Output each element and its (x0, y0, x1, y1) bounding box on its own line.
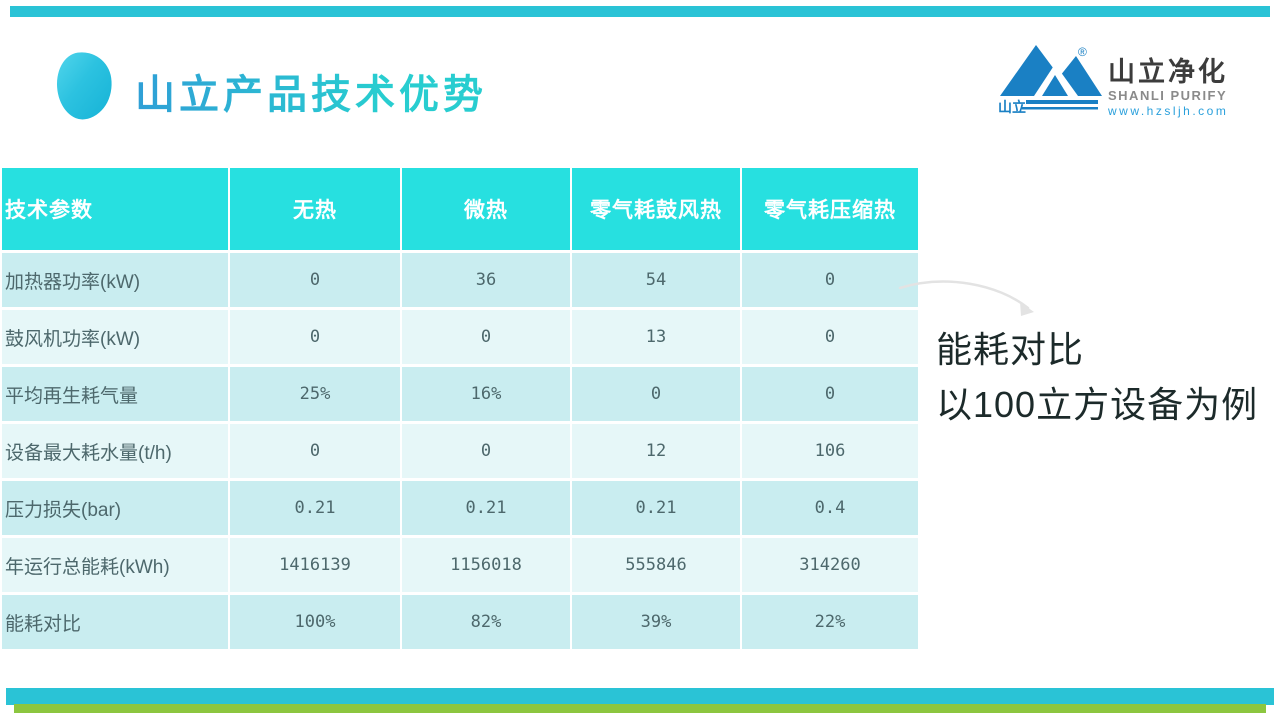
column-header: 零气耗压缩热 (742, 168, 918, 250)
table-cell: 0 (742, 310, 918, 364)
table-cell: 106 (742, 424, 918, 478)
bottom-accent-bar-teal (6, 688, 1274, 705)
table-cell: 12 (572, 424, 740, 478)
decorative-blob (52, 48, 117, 123)
page-title: 山立产品技术优势 (135, 62, 487, 120)
table-cell: 25% (230, 367, 400, 421)
table-cell: 314260 (742, 538, 918, 592)
row-label: 年运行总能耗(kWh) (2, 538, 228, 592)
parameter-table: 技术参数 无热 微热 零气耗鼓风热 零气耗压缩热 加热器功率(kW) 0 36 … (2, 168, 918, 649)
table-cell: 0 (230, 253, 400, 307)
table-cell: 0.21 (230, 481, 400, 535)
table-cell: 0.4 (742, 481, 918, 535)
row-label: 设备最大耗水量(t/h) (2, 424, 228, 478)
logo-text-block: 山立净化 SHANLI PURIFY www.hzsljh.com (1108, 58, 1228, 118)
table-cell: 13 (572, 310, 740, 364)
logo-company-name-cn: 山立净化 (1108, 57, 1228, 87)
mountain-logo-icon: 山立 ® (998, 45, 1102, 115)
table-cell: 0 (402, 424, 570, 478)
table-cell: 100% (230, 595, 400, 649)
column-header: 微热 (402, 168, 570, 250)
table-cell: 0 (742, 367, 918, 421)
annotation-line-2: 以100立方设备为例 (936, 384, 1259, 425)
table-cell: 1156018 (402, 538, 570, 592)
table-cell: 0.21 (572, 481, 740, 535)
row-label: 鼓风机功率(kW) (2, 310, 228, 364)
company-logo: 山立 ® 山立净化 SHANLI PURIFY www.hzsljh.com (992, 42, 1228, 118)
column-header: 零气耗鼓风热 (572, 168, 740, 250)
top-accent-bar (10, 6, 1270, 17)
row-label: 平均再生耗气量 (2, 367, 228, 421)
table-cell: 0 (230, 424, 400, 478)
row-label: 能耗对比 (2, 595, 228, 649)
table-cell: 0 (230, 310, 400, 364)
logo-website: www.hzsljh.com (1108, 104, 1229, 118)
column-header: 无热 (230, 168, 400, 250)
column-header: 技术参数 (2, 168, 228, 250)
table-cell: 0 (742, 253, 918, 307)
table-cell: 555846 (572, 538, 740, 592)
curved-arrow-icon (890, 272, 1040, 322)
table-cell: 16% (402, 367, 570, 421)
table-cell: 0 (572, 367, 740, 421)
annotation-text: 能耗对比 以100立方设备为例 (936, 322, 1258, 432)
table-cell: 22% (742, 595, 918, 649)
table-cell: 54 (572, 253, 740, 307)
bottom-accent-bar-green (14, 704, 1266, 713)
row-label: 压力损失(bar) (2, 481, 228, 535)
annotation-line-1: 能耗对比 (936, 329, 1085, 370)
table-cell: 36 (402, 253, 570, 307)
table-cell: 0.21 (402, 481, 570, 535)
table-cell: 82% (402, 595, 570, 649)
table-cell: 0 (402, 310, 570, 364)
table-cell: 39% (572, 595, 740, 649)
registered-trademark-icon: ® (1078, 45, 1087, 59)
logo-company-name-en: SHANLI PURIFY (1108, 88, 1228, 103)
row-label: 加热器功率(kW) (2, 253, 228, 307)
table-cell: 1416139 (230, 538, 400, 592)
logo-mark-label: 山立 (998, 99, 1026, 115)
